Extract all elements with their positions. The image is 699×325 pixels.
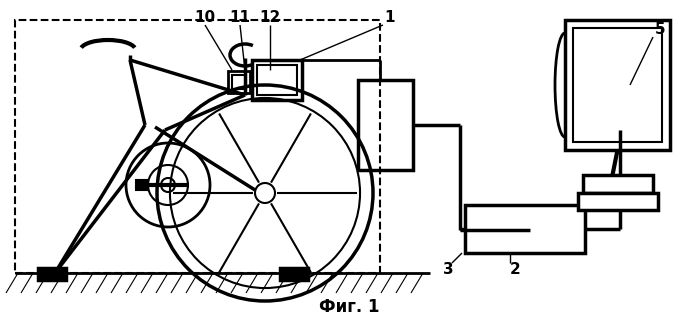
Text: 3: 3 <box>442 263 454 278</box>
Bar <box>228 71 250 93</box>
Text: Фиг. 1: Фиг. 1 <box>319 298 380 316</box>
Bar <box>252 60 302 100</box>
Text: 10: 10 <box>194 10 215 25</box>
Text: 1: 1 <box>384 10 395 25</box>
Text: 2: 2 <box>510 263 520 278</box>
Text: 11: 11 <box>229 10 250 25</box>
Text: 5: 5 <box>655 22 665 37</box>
Bar <box>280 268 308 280</box>
Bar <box>232 75 246 89</box>
Bar <box>465 205 585 253</box>
Text: 12: 12 <box>259 10 280 25</box>
Bar <box>573 28 662 142</box>
Bar <box>582 175 652 193</box>
Bar <box>577 193 658 210</box>
Bar <box>136 180 148 190</box>
Bar <box>358 80 413 170</box>
Bar <box>15 20 380 273</box>
Bar <box>257 65 297 95</box>
Bar <box>565 20 670 150</box>
Bar <box>38 268 66 280</box>
